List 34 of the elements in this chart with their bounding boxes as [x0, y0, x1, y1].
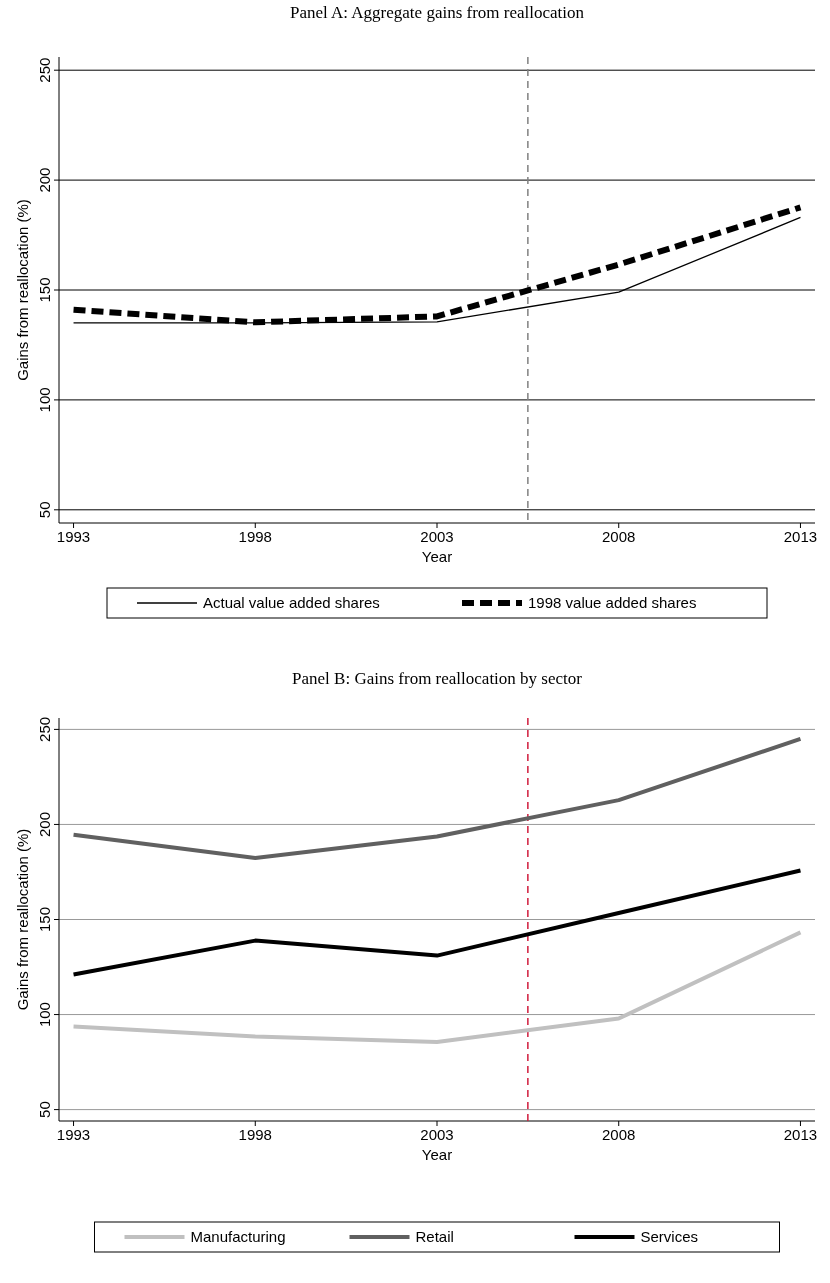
y-tick-label: 50 — [36, 501, 53, 519]
x-tick-label: 2003 — [420, 528, 454, 545]
x-tick-label: 2013 — [783, 528, 818, 545]
chart-title: Panel B: Gains from reallocation by sector — [292, 669, 583, 688]
y-axis-title: Gains from reallocation (%) — [14, 828, 31, 1011]
line-series — [71, 868, 803, 977]
x-axis-title: Year — [421, 548, 453, 565]
y-tick-label: 50 — [36, 1101, 53, 1118]
y-tick-label: 150 — [36, 906, 53, 933]
y-tick-label: 200 — [36, 811, 53, 837]
x-tick-label: 2013 — [783, 1126, 818, 1143]
x-tick-label: 1998 — [238, 1126, 272, 1143]
x-tick-label: 1998 — [238, 528, 272, 545]
legend-label: Retail — [415, 1228, 454, 1245]
x-tick-label: 2008 — [602, 1126, 636, 1143]
y-tick-label: 100 — [36, 1002, 53, 1028]
line-series — [71, 930, 803, 1044]
legend-label: Manufacturing — [190, 1228, 286, 1245]
x-axis-title: Year — [421, 1146, 453, 1163]
line-series — [71, 736, 803, 861]
x-tick-label: 1993 — [56, 1126, 91, 1143]
x-tick-label: 1993 — [56, 528, 91, 545]
legend-label: 1998 value added shares — [528, 594, 697, 611]
y-tick-label: 100 — [36, 387, 53, 413]
y-tick-label: 250 — [36, 57, 53, 83]
y-tick-label: 150 — [36, 277, 53, 303]
chart-title: Panel A: Aggregate gains from reallocation — [289, 3, 585, 22]
y-tick-label: 250 — [36, 716, 53, 742]
x-tick-label: 2008 — [602, 528, 636, 545]
legend-label: Actual value added shares — [203, 594, 380, 611]
y-tick-label: 200 — [36, 167, 53, 193]
y-axis-title: Gains from reallocation (%) — [14, 199, 31, 381]
x-tick-label: 2003 — [420, 1126, 454, 1143]
legend-label: Services — [640, 1228, 699, 1245]
